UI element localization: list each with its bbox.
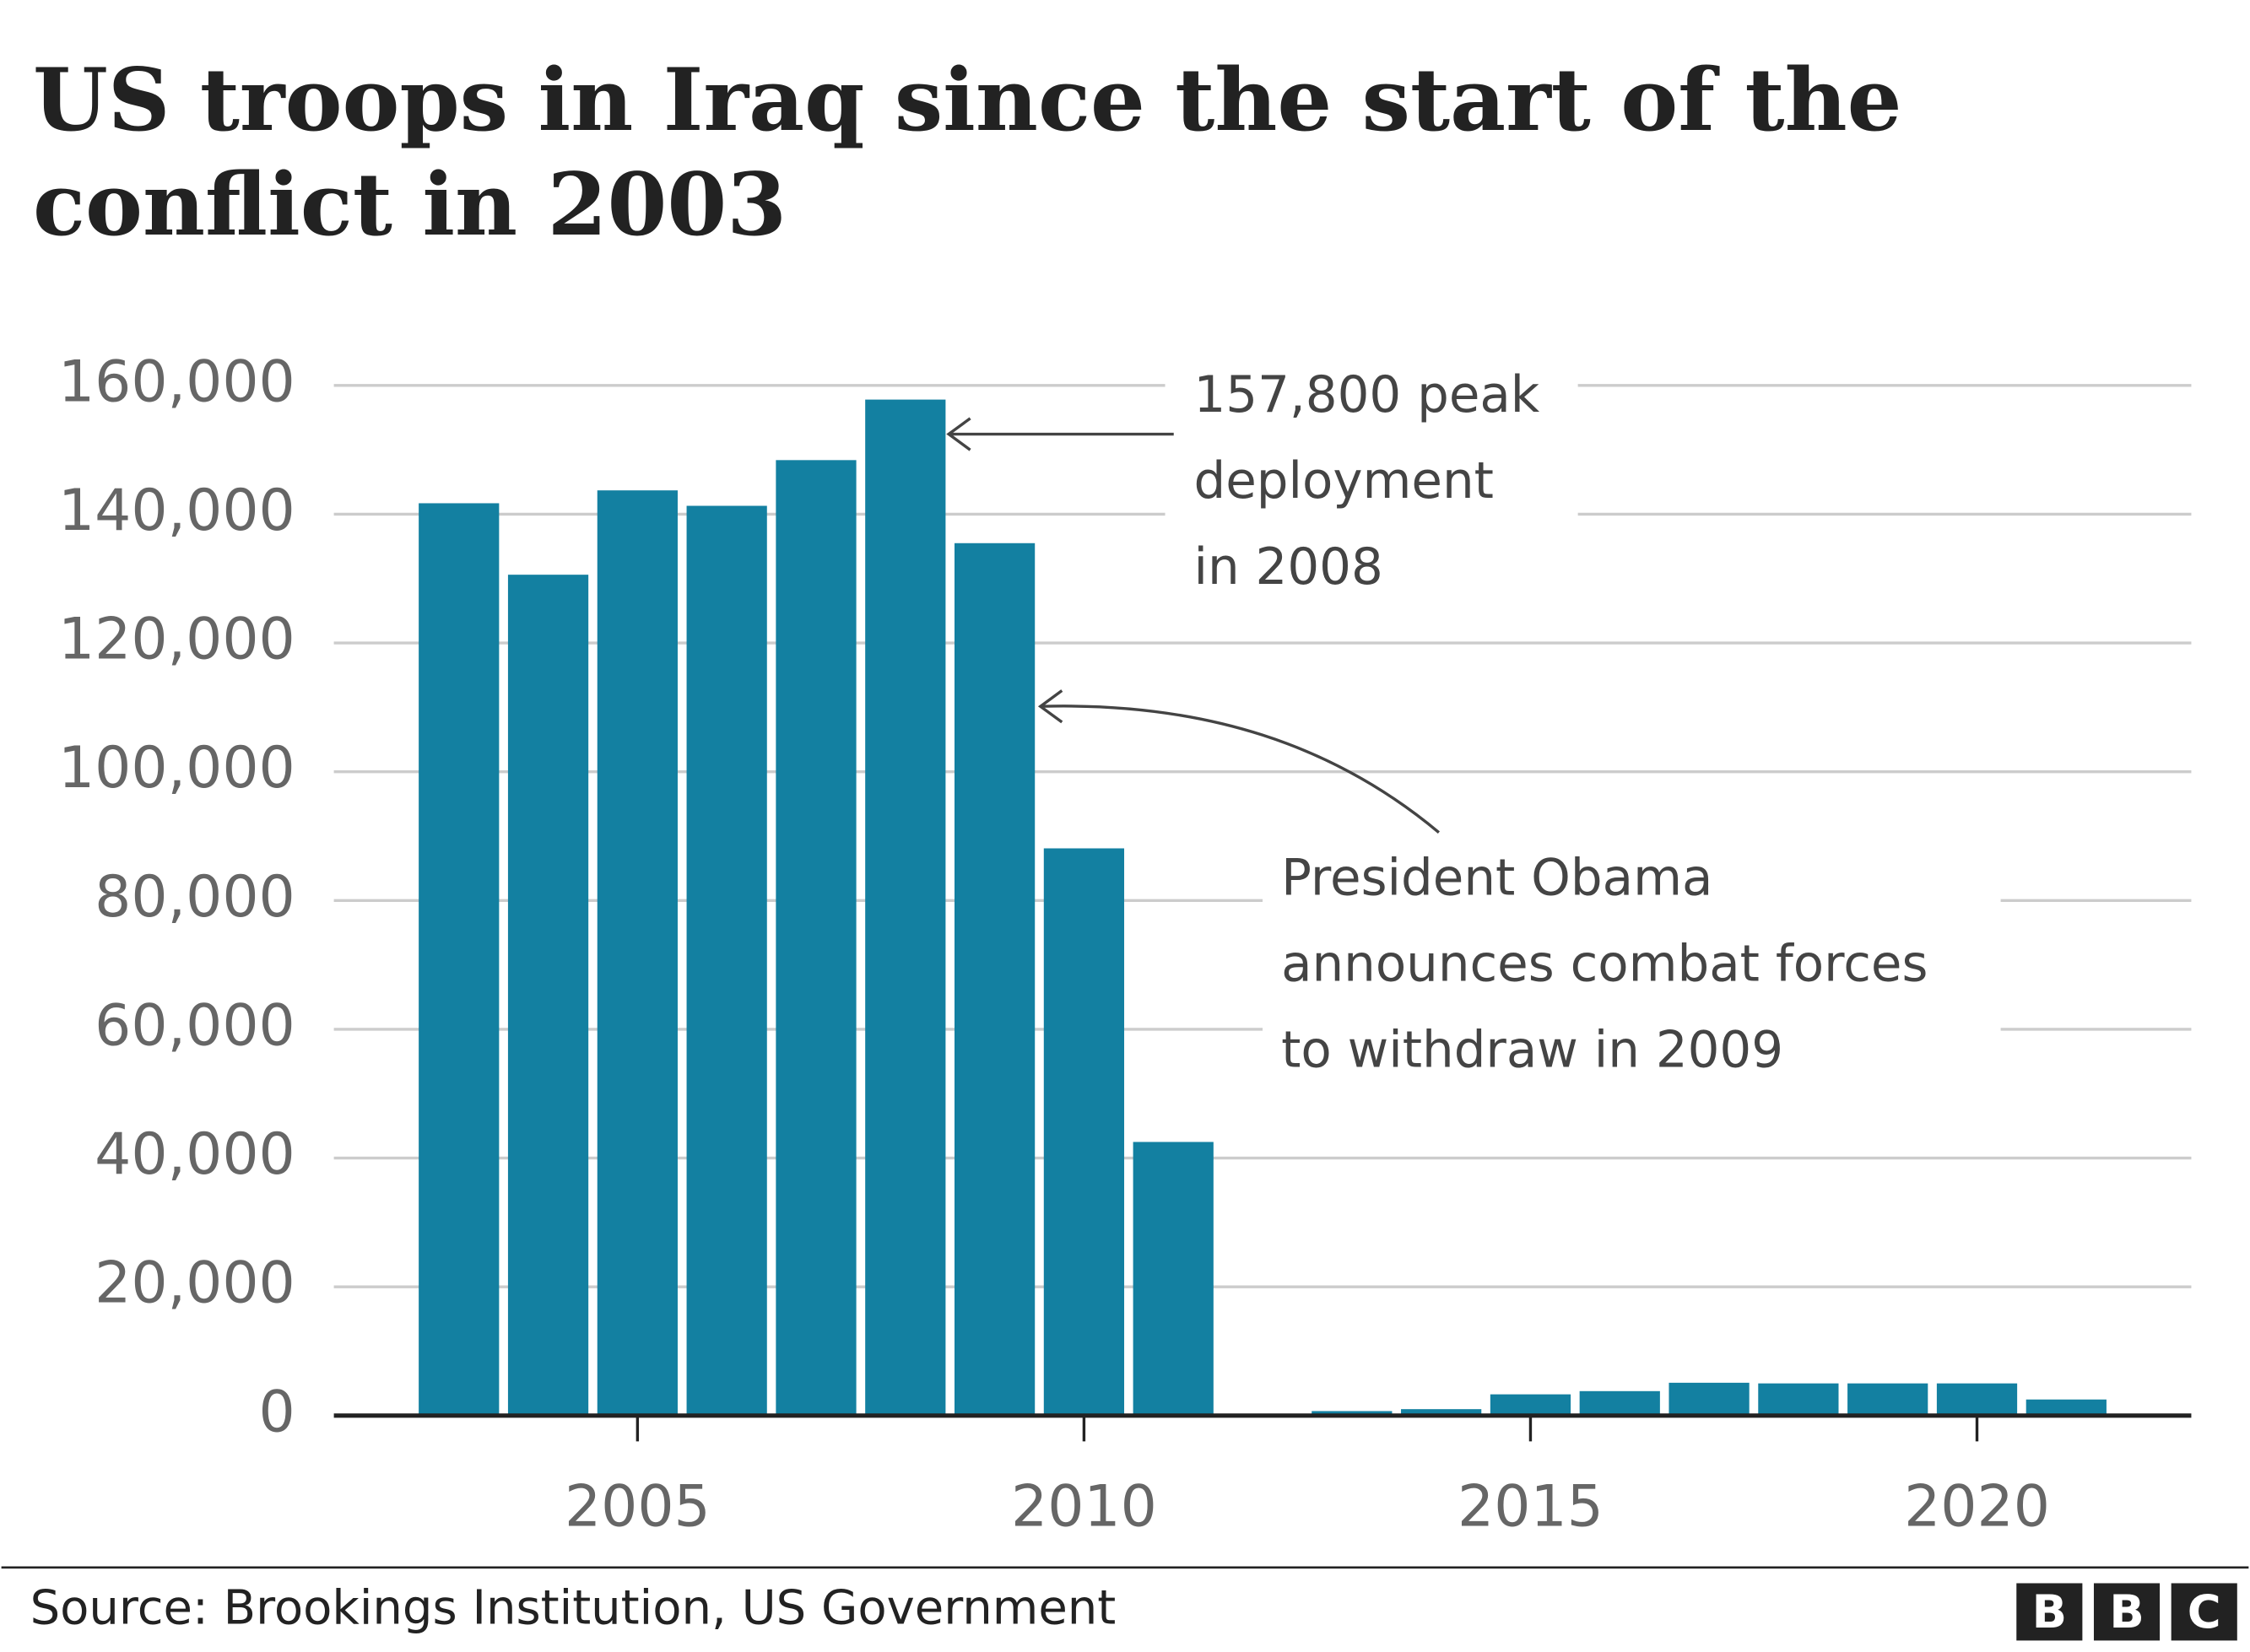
annotation-background xyxy=(1263,842,2001,1093)
bar xyxy=(1133,1142,1214,1416)
y-tick-label: 0 xyxy=(259,1379,295,1445)
bar xyxy=(1936,1383,2018,1416)
logo-letter: B xyxy=(2109,1585,2144,1639)
annotation-arrow xyxy=(1037,689,1440,834)
x-tick-label: 2010 xyxy=(1011,1473,1157,1540)
annotation: announces combat forces xyxy=(1281,935,1928,993)
y-tick-label: 120,000 xyxy=(58,607,295,673)
x-tick-label: 2015 xyxy=(1458,1473,1604,1540)
bar xyxy=(686,505,767,1416)
y-tick-label: 20,000 xyxy=(95,1250,295,1317)
bar xyxy=(1312,1411,1393,1416)
x-tick-label: 2005 xyxy=(565,1473,711,1540)
y-tick-label: 100,000 xyxy=(58,735,295,802)
y-tick-label: 160,000 xyxy=(58,348,295,415)
logo-letter: C xyxy=(2188,1585,2221,1639)
bar xyxy=(1579,1390,1660,1416)
bar xyxy=(954,543,1036,1416)
bar xyxy=(507,575,589,1416)
annotation-arrow xyxy=(946,417,1174,451)
y-tick-label: 140,000 xyxy=(58,478,295,544)
bar xyxy=(1490,1394,1571,1416)
logo-letter: B xyxy=(2032,1585,2067,1639)
annotation: President Obama xyxy=(1281,849,1712,907)
bar xyxy=(1043,848,1125,1416)
source: Source: Brookings Institution, US Govern… xyxy=(30,1580,1117,1635)
y-tick-label: 40,000 xyxy=(95,1121,295,1188)
bar xyxy=(2026,1399,2107,1416)
bar xyxy=(597,490,678,1416)
bar xyxy=(1669,1382,1750,1416)
bar xyxy=(1401,1409,1482,1416)
annotation: deployment xyxy=(1194,452,1494,510)
y-tick-label: 60,000 xyxy=(95,992,295,1059)
x-tick-label: 2020 xyxy=(1904,1473,2050,1540)
annotation: in 2008 xyxy=(1194,538,1383,597)
logo-box xyxy=(2093,1583,2161,1641)
chart-title: conflict in 2003 xyxy=(33,154,787,256)
bar xyxy=(776,460,857,1416)
annotation-background xyxy=(1165,358,1578,609)
annotation: 157,800 peak xyxy=(1194,366,1540,424)
annotation: to withdraw in 2009 xyxy=(1281,1021,1783,1079)
chart-title: US troops in Iraq since the start of the xyxy=(33,50,1902,151)
bar xyxy=(865,399,946,1416)
bar xyxy=(1758,1383,1839,1416)
logo-box xyxy=(2171,1583,2237,1641)
bar xyxy=(1847,1383,1928,1416)
y-tick-label: 80,000 xyxy=(95,864,295,931)
logo-box xyxy=(2016,1583,2083,1641)
bar xyxy=(419,503,500,1416)
